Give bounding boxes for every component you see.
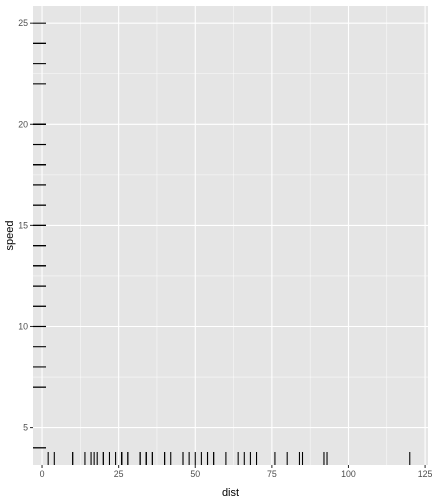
y-tick-label: 25 — [18, 18, 28, 28]
y-axis: 5 10 15 20 25 — [18, 18, 33, 433]
x-tick-label: 0 — [40, 469, 45, 479]
x-axis-title: dist — [222, 487, 239, 499]
x-tick-label: 125 — [418, 469, 432, 479]
x-tick-label: 100 — [341, 469, 356, 479]
y-tick-label: 10 — [18, 321, 28, 331]
grid-major — [33, 6, 428, 465]
plot-panel — [33, 6, 428, 465]
x-tick-label: 75 — [267, 469, 277, 479]
x-tick-label: 25 — [114, 469, 124, 479]
y-tick-label: 20 — [18, 119, 28, 129]
x-rug — [47, 452, 411, 465]
y-tick-label: 15 — [18, 220, 28, 230]
y-tick-label: 5 — [23, 423, 28, 433]
y-rug — [33, 22, 46, 449]
y-axis-title: speed — [4, 221, 16, 251]
x-axis: 0 25 50 75 100 125 — [40, 465, 432, 479]
x-tick-label: 50 — [190, 469, 200, 479]
grid-minor — [33, 6, 428, 465]
